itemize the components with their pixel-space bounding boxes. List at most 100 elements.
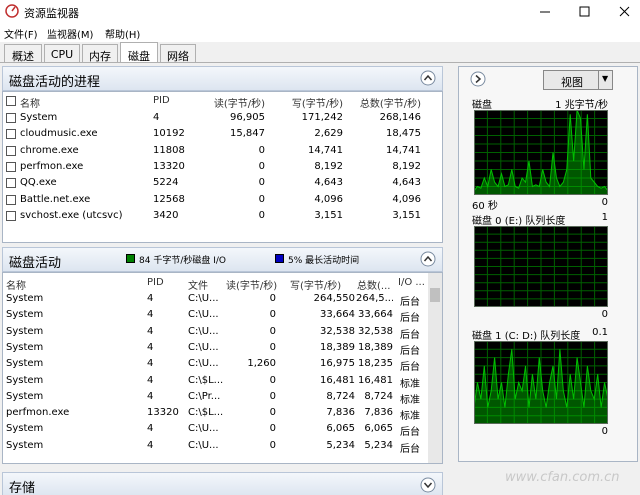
cell: System (6, 293, 44, 304)
cell: 13320 (153, 160, 185, 172)
cell: 12568 (153, 193, 185, 205)
cell: 0 (269, 390, 276, 402)
graph-footer: 60 秒 (472, 201, 498, 212)
cell: 13320 (147, 407, 179, 419)
graph-title: 磁盘 (472, 100, 492, 111)
checkbox[interactable] (6, 210, 16, 221)
button-ring (420, 251, 436, 267)
cell: C:\U... (188, 293, 219, 304)
cell: 4 (147, 309, 154, 321)
column-header[interactable]: PID (153, 95, 170, 106)
cell: C:\U... (188, 439, 219, 451)
cell: 标准 (400, 378, 420, 390)
menu-item[interactable]: 监视器(M) (47, 30, 94, 41)
button-ring (470, 71, 486, 87)
cell: perfmon.exe (6, 407, 70, 419)
button-ring (420, 70, 436, 86)
cell: 33,664 (320, 309, 355, 321)
checkbox[interactable] (6, 129, 16, 140)
cell: 4,643 (314, 177, 343, 189)
cell: C:\$L... (188, 374, 224, 386)
section-header[interactable]: 磁盘活动的进程 (2, 66, 443, 91)
cell: 4,643 (392, 177, 421, 189)
view-button[interactable]: 视图 (543, 70, 613, 90)
cell: 18,475 (386, 128, 421, 140)
cell: System (6, 358, 44, 370)
cell: 2,629 (314, 128, 343, 140)
column-header[interactable]: 总数(字节/秒) (359, 99, 421, 110)
cell: QQ.exe (20, 177, 57, 189)
cell: 268,146 (379, 112, 421, 123)
column-header[interactable]: 写(字节/秒) (291, 99, 343, 110)
tab[interactable]: 磁盘 (120, 42, 158, 63)
tab[interactable]: 概述 (4, 44, 42, 62)
cell: 18,235 (358, 358, 393, 370)
cell: 0 (258, 144, 265, 156)
cell: 15,847 (230, 128, 265, 140)
cell: 4 (147, 423, 154, 435)
menu-item[interactable]: 文件(F) (4, 30, 38, 41)
cell: 4,096 (314, 193, 343, 205)
scroll-thumb[interactable] (430, 288, 440, 302)
checkbox[interactable] (6, 194, 16, 205)
cell: 8,724 (326, 390, 355, 402)
column-header[interactable]: 写(字节/秒) (290, 281, 342, 292)
column-header[interactable]: 文件 (188, 281, 208, 292)
cell: 8,724 (364, 390, 393, 402)
cell: 96,905 (230, 112, 265, 123)
cell: C:\U... (188, 341, 219, 353)
checkbox[interactable] (6, 113, 16, 123)
cell: 5,234 (326, 439, 355, 451)
cell: 16,975 (320, 358, 355, 370)
cell: 0 (269, 309, 276, 321)
tab[interactable]: CPU (44, 44, 80, 62)
cell: cloudmusic.exe (20, 128, 98, 140)
cell: 3,151 (314, 209, 343, 221)
graph-line (474, 110, 608, 192)
cell: 后台 (400, 362, 420, 374)
cell: 4 (147, 439, 154, 451)
section-header[interactable]: 磁盘活动 (2, 247, 443, 272)
section-header[interactable]: 存储 (2, 472, 443, 495)
graph-frame (474, 226, 608, 307)
cell: 4 (147, 374, 154, 386)
cell: C:\U... (188, 423, 219, 435)
cell: 0 (269, 325, 276, 337)
checkbox[interactable] (6, 161, 16, 172)
tab-body (0, 62, 640, 63)
chevron (423, 255, 433, 262)
cell: 0 (269, 374, 276, 386)
column-header[interactable]: 读(字节/秒) (226, 281, 278, 292)
column-header[interactable]: 读(字节/秒) (213, 99, 265, 110)
tab[interactable]: 内存 (82, 44, 118, 62)
column-header[interactable]: 总数(... (357, 281, 391, 292)
column-header[interactable]: 名称 (6, 281, 26, 292)
cell: 4 (147, 341, 154, 353)
cell: System (6, 390, 44, 402)
cell: 171,242 (301, 112, 343, 123)
tab[interactable]: 网络 (160, 44, 196, 62)
graph-footer: 0 (601, 426, 608, 437)
collapse-button[interactable] (420, 251, 436, 267)
checkbox[interactable] (6, 96, 16, 106)
column-header[interactable]: 名称 (20, 99, 40, 110)
graph-area (474, 110, 608, 195)
scrollbar[interactable] (428, 273, 442, 463)
menu-item[interactable]: 帮助(H) (105, 30, 141, 41)
expand-button[interactable] (470, 71, 486, 87)
column-header[interactable]: I/O ... (398, 277, 425, 288)
column-header[interactable]: PID (147, 277, 164, 288)
cell: 后台 (400, 313, 420, 325)
graph-line (474, 349, 608, 408)
collapse-button[interactable] (420, 70, 436, 86)
cell: 7,836 (364, 407, 393, 419)
collapse-button[interactable] (420, 477, 436, 493)
checkbox[interactable] (6, 178, 16, 189)
chevron (423, 482, 433, 489)
dropdown[interactable]: ▼ (598, 71, 612, 89)
cell: svchost.exe (utcsvc) (20, 209, 123, 221)
cell: C:\U... (188, 309, 219, 321)
checkbox[interactable] (6, 145, 16, 156)
legend-label: 5% 最长活动时间 (288, 256, 360, 266)
